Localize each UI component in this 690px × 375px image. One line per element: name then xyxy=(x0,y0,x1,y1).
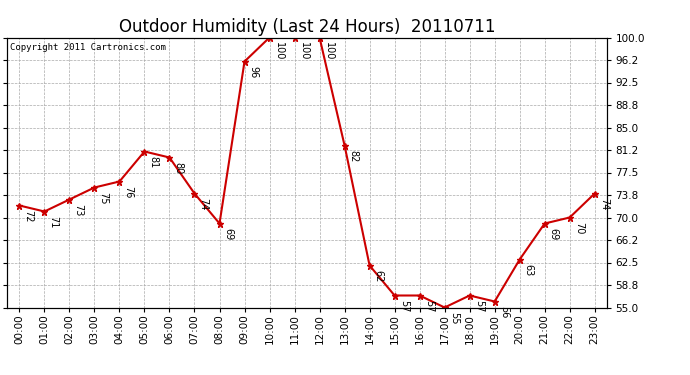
Text: 100: 100 xyxy=(324,42,334,60)
Text: 57: 57 xyxy=(474,300,484,312)
Text: 56: 56 xyxy=(499,306,509,318)
Text: 100: 100 xyxy=(299,42,308,60)
Text: 69: 69 xyxy=(549,228,559,240)
Text: Copyright 2011 Cartronics.com: Copyright 2011 Cartronics.com xyxy=(10,43,166,52)
Text: 80: 80 xyxy=(174,162,184,174)
Text: 100: 100 xyxy=(274,42,284,60)
Text: 74: 74 xyxy=(199,198,208,210)
Text: 63: 63 xyxy=(524,264,534,276)
Text: 72: 72 xyxy=(23,210,34,222)
Text: 55: 55 xyxy=(448,312,459,324)
Text: 70: 70 xyxy=(574,222,584,234)
Title: Outdoor Humidity (Last 24 Hours)  20110711: Outdoor Humidity (Last 24 Hours) 2011071… xyxy=(119,18,495,36)
Text: 73: 73 xyxy=(74,204,83,216)
Text: 76: 76 xyxy=(124,186,134,198)
Text: 75: 75 xyxy=(99,192,108,204)
Text: 74: 74 xyxy=(599,198,609,210)
Text: 96: 96 xyxy=(248,66,259,78)
Text: 62: 62 xyxy=(374,270,384,282)
Text: 57: 57 xyxy=(424,300,434,312)
Text: 57: 57 xyxy=(399,300,408,312)
Text: 71: 71 xyxy=(48,216,59,228)
Text: 82: 82 xyxy=(348,150,359,162)
Text: 69: 69 xyxy=(224,228,234,240)
Text: 81: 81 xyxy=(148,156,159,168)
